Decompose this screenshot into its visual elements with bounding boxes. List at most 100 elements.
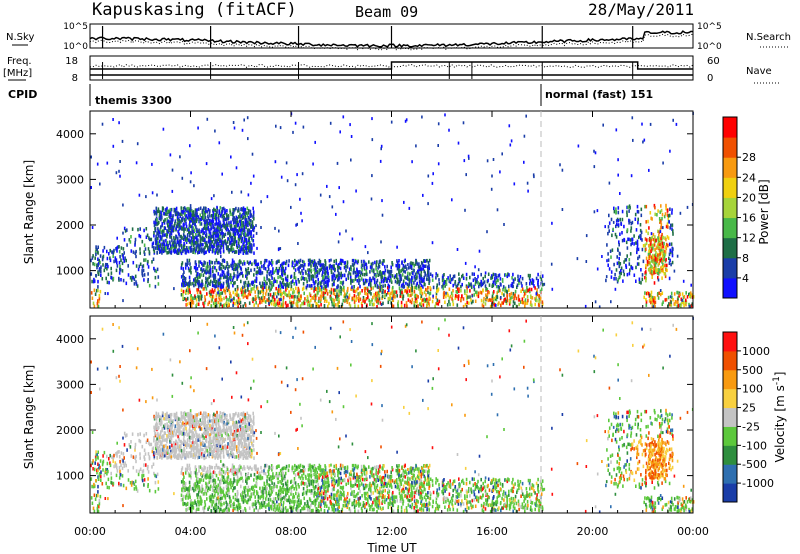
velocity-point <box>155 411 158 416</box>
power-point <box>184 248 187 252</box>
power-point <box>636 239 639 244</box>
power-point <box>101 277 104 281</box>
power-point <box>640 233 642 238</box>
power-point <box>538 294 540 298</box>
power-point <box>639 228 642 233</box>
power-point <box>247 288 249 292</box>
power-point <box>445 294 447 299</box>
power-point <box>104 292 107 295</box>
power-point <box>428 296 430 300</box>
power-point <box>222 281 225 286</box>
power-point <box>324 288 327 292</box>
power-point <box>405 118 408 122</box>
power-point <box>619 232 621 236</box>
power-point <box>258 271 261 275</box>
power-point <box>650 268 653 272</box>
power-point <box>428 281 430 285</box>
power-point <box>333 304 335 308</box>
power-point <box>225 221 228 225</box>
velocity-point <box>165 443 167 448</box>
power-point <box>227 270 230 274</box>
power-point <box>335 258 337 263</box>
power-point <box>273 279 275 284</box>
power-point <box>228 283 230 287</box>
power-point <box>379 285 381 289</box>
velocity-point <box>97 450 99 454</box>
power-point <box>161 246 163 251</box>
power-point <box>242 242 244 246</box>
power-point <box>238 263 241 267</box>
power-point <box>300 211 302 215</box>
power-point <box>472 299 474 304</box>
power-point <box>278 301 281 305</box>
velocity-point <box>124 434 127 438</box>
power-point <box>315 274 317 279</box>
velocity-point <box>199 439 202 444</box>
velocity-point <box>202 447 204 452</box>
power-point <box>227 283 229 288</box>
velocity-point <box>96 506 99 511</box>
power-point <box>296 173 298 177</box>
power-point <box>107 272 110 277</box>
power-point <box>449 278 451 282</box>
power-point <box>166 229 168 233</box>
power-point <box>655 250 657 255</box>
power-point <box>195 244 198 248</box>
power-point <box>182 278 184 283</box>
power-point <box>690 283 692 287</box>
power-point <box>349 304 352 308</box>
power-point <box>277 289 280 294</box>
power-point <box>271 263 273 267</box>
power-point <box>371 268 373 273</box>
power-point <box>227 245 229 249</box>
power-point <box>409 272 411 276</box>
power-point <box>458 287 460 291</box>
power-point <box>113 259 115 264</box>
power-point <box>154 268 156 273</box>
power-point <box>119 174 121 178</box>
power-point <box>118 250 121 254</box>
power-point <box>199 294 202 299</box>
power-point <box>661 251 663 255</box>
power-point <box>354 304 356 308</box>
power-point <box>492 283 495 288</box>
power-point <box>249 212 251 217</box>
power-point <box>349 275 352 280</box>
velocity-point <box>123 456 125 460</box>
velocity-point <box>204 450 206 455</box>
power-point <box>352 271 355 275</box>
power-point <box>504 288 506 293</box>
power-point <box>408 277 410 282</box>
power-point <box>316 270 318 274</box>
velocity-point <box>146 438 149 442</box>
velocity-point <box>139 432 141 436</box>
power-point <box>407 286 410 290</box>
power-point <box>317 281 320 286</box>
power-point <box>247 285 249 290</box>
power-point <box>320 287 323 292</box>
power-point <box>391 305 393 309</box>
power-point <box>331 283 334 287</box>
freq-panel: Freq. [MHz] 18 8 60 0 Nave <box>3 55 780 84</box>
velocity-point <box>116 451 118 455</box>
power-point <box>501 278 504 282</box>
power-point <box>290 284 293 289</box>
velocity-point <box>185 445 188 450</box>
power-point <box>660 236 662 241</box>
power-point <box>509 296 512 300</box>
power-point <box>227 214 230 218</box>
power-point <box>491 294 494 298</box>
power-point <box>295 260 298 264</box>
power-point <box>188 230 190 234</box>
power-point <box>412 261 414 266</box>
power-point <box>160 210 162 215</box>
power-point <box>635 279 637 283</box>
power-point <box>506 295 508 299</box>
velocity-point <box>169 445 171 449</box>
power-point <box>175 243 178 247</box>
power-point <box>202 301 204 306</box>
power-point <box>255 285 258 289</box>
power-point <box>645 256 648 261</box>
power-point <box>204 209 207 213</box>
velocity-point <box>154 473 156 478</box>
